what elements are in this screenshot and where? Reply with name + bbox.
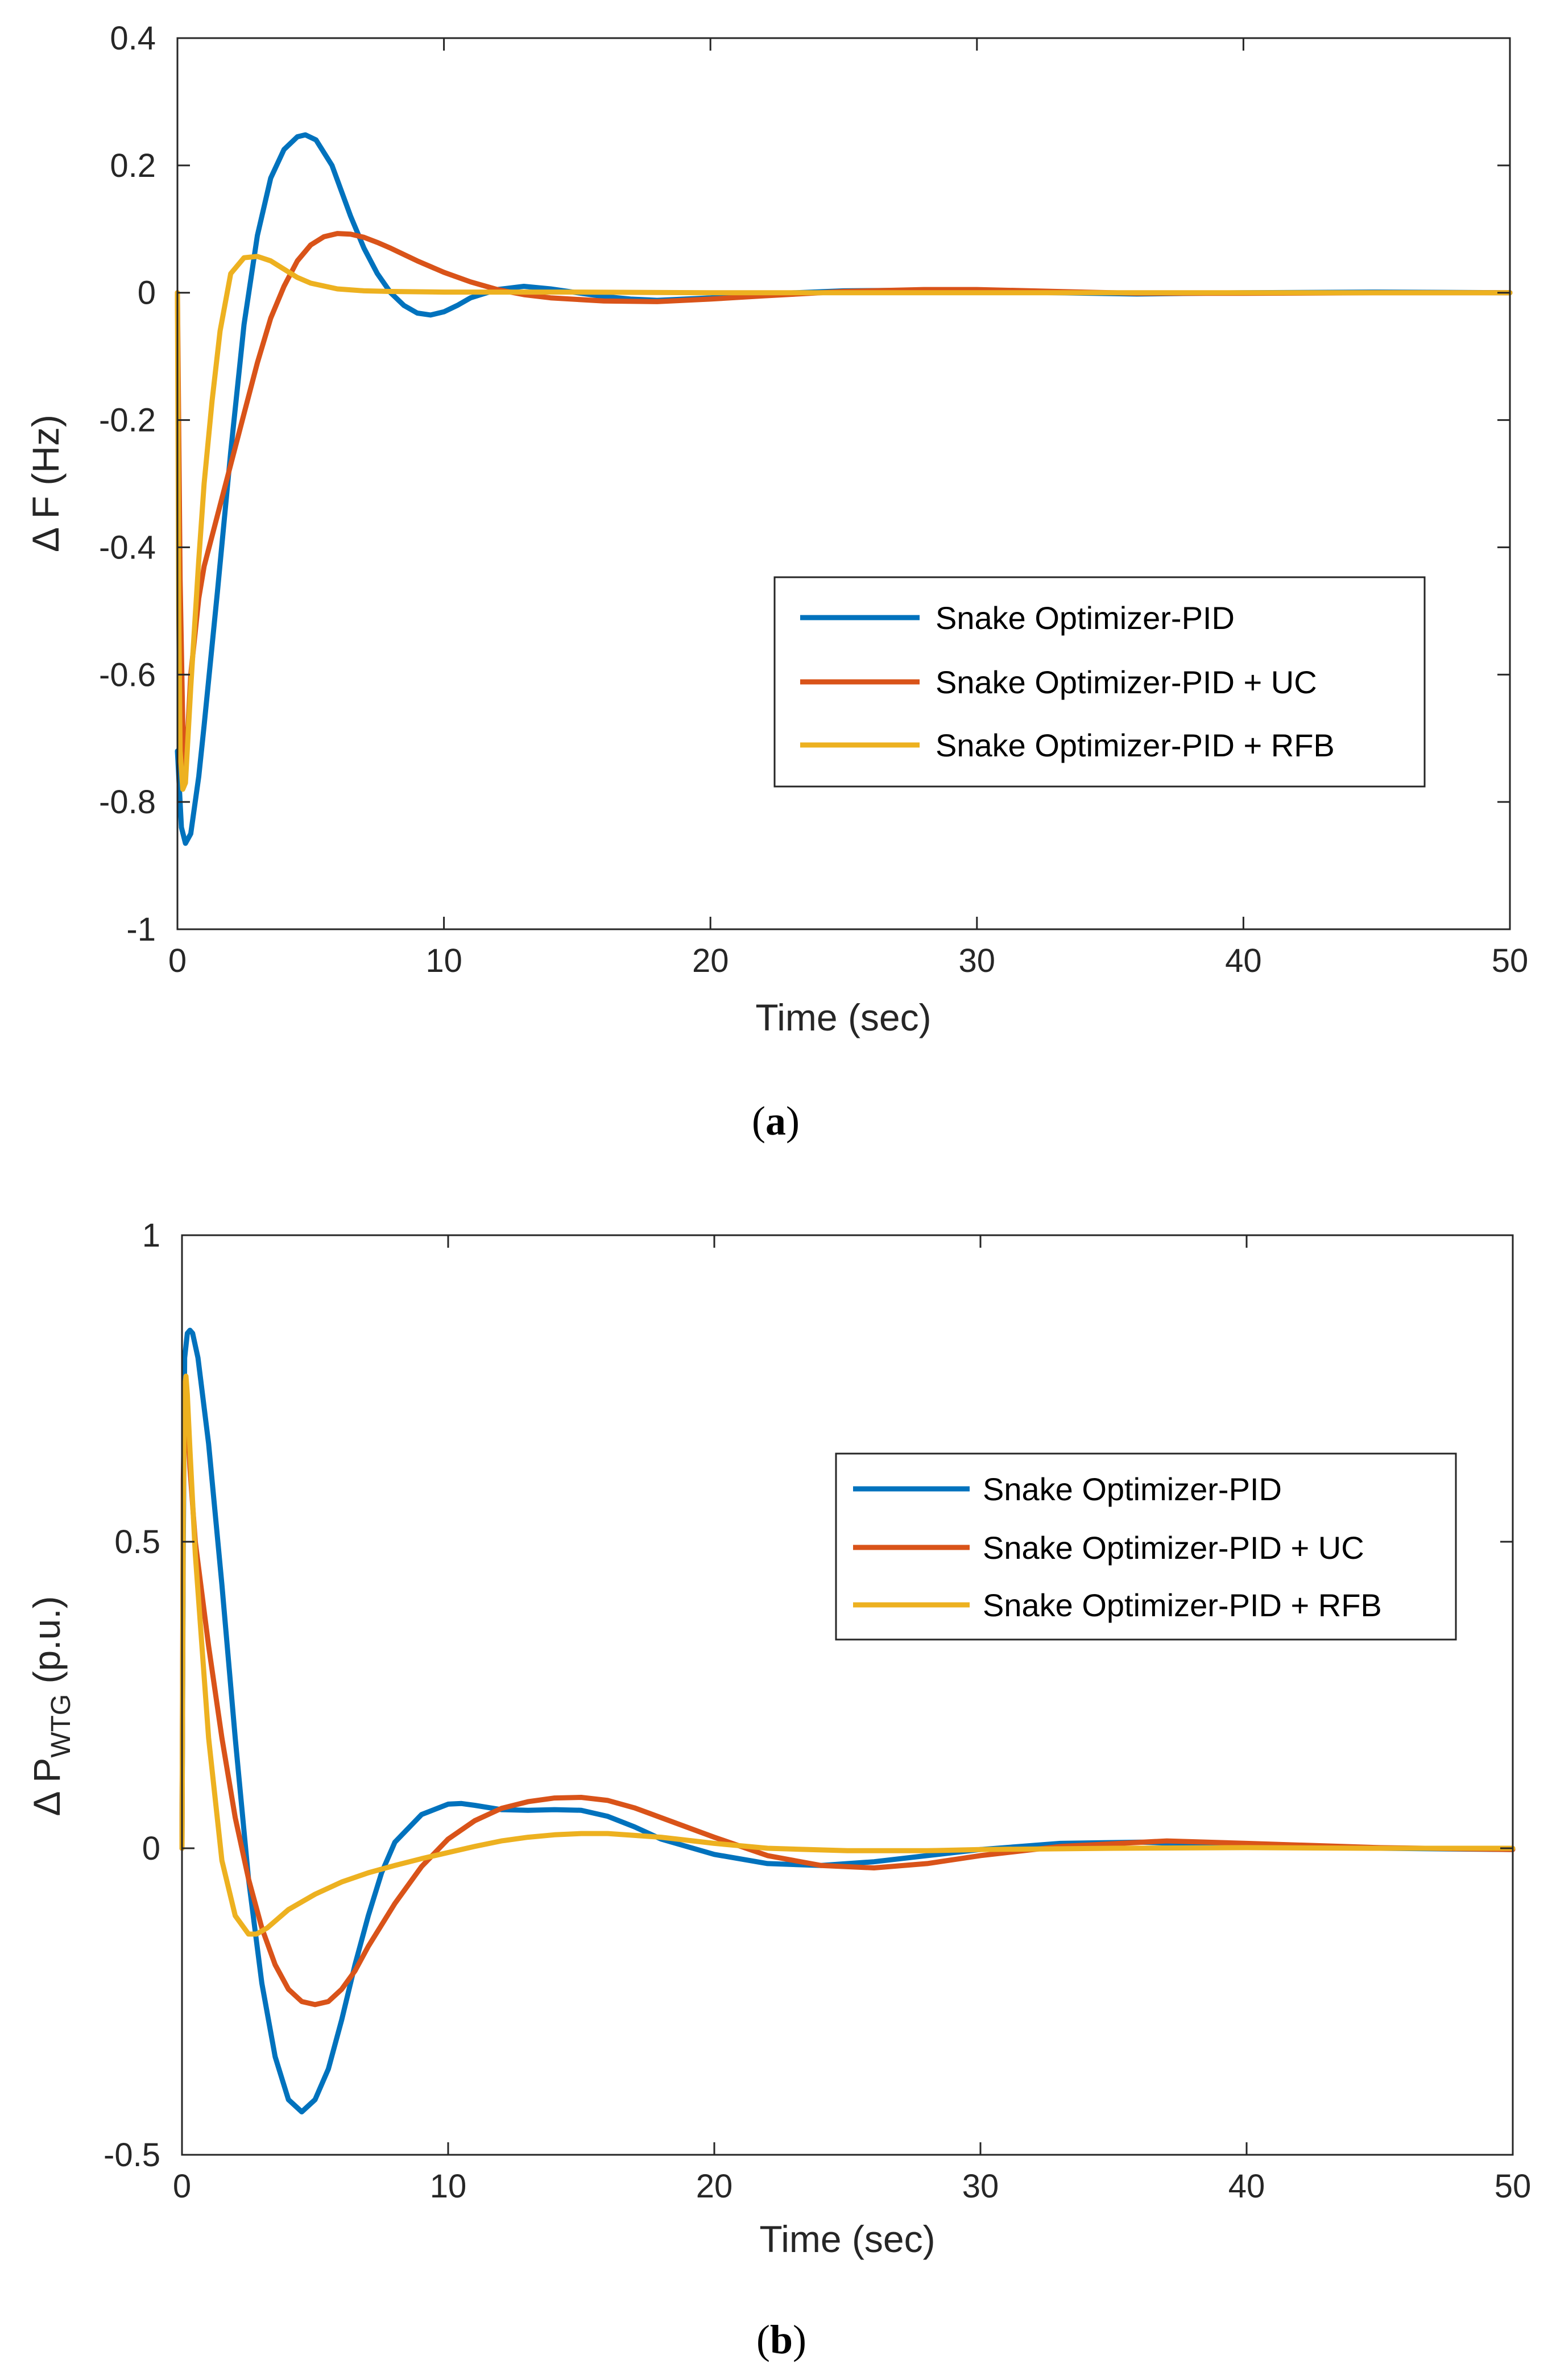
panel-a-xlabel: Time (sec) [755,996,931,1038]
panel-b-caption: (b) [756,2317,806,2362]
panel-a-ytick-label: -0.4 [99,529,156,566]
panel-a-ytick-label: 0 [138,275,156,312]
panel-a-ytick-label: -1 [126,911,156,948]
panel-b: 0 10 20 30 40 50 -0.5 0 0.5 1 Time (sec) Δ PWTG (… [26,1217,1531,2362]
panel-a-legend-label-2: Snake Optimizer-PID + UC [936,664,1317,700]
panel-a-xtick-label: 50 [1492,942,1529,979]
panel-b-series-2-line [179,1392,1516,2008]
panel-b-legend-label-3: Snake Optimizer-PID + RFB [983,1587,1382,1623]
panel-b-ytick-label: 0 [142,1830,160,1867]
panel-b-xlabel: Time (sec) [759,2218,935,2260]
panel-a-xtick-label: 10 [425,942,462,979]
panel-a-legend: Snake Optimizer-PID Snake Optimizer-PID … [773,576,1426,788]
panel-b-xtick-label: 40 [1228,2168,1265,2205]
panel-a-legend-label-3: Snake Optimizer-PID + RFB [936,727,1335,763]
panel-a-xtick-label: 40 [1225,942,1262,979]
panel-a-ytick-label: 0.2 [110,147,156,184]
panel-a-axes-box [176,37,1511,930]
panel-a: 0 10 20 30 40 50 -1 -0.8 -0.6 -0.4 -0.2 0 0.2 0.4 Tim… [24,20,1528,1144]
panel-b-series-1-line [179,1327,1516,2114]
panel-b-ytick-label: 1 [142,1217,160,1254]
panel-b-ticks: 0 10 20 30 40 50 -0.5 0 0.5 1 [104,1217,1531,2205]
panel-a-ticks: 0 10 20 30 40 50 -1 -0.8 -0.6 -0.4 -0.2 0 0.2 0.4 [99,20,1528,979]
panel-a-xtick-label: 20 [692,942,729,979]
panel-b-legend: Snake Optimizer-PID Snake Optimizer-PID … [835,1452,1457,1641]
panel-b-series-3-line [179,1373,1516,1937]
panel-b-xtick-label: 30 [962,2168,999,2205]
panel-a-ytick-label: -0.8 [99,784,156,821]
panel-b-legend-label-2: Snake Optimizer-PID + UC [983,1530,1364,1566]
panel-b-xtick-label: 10 [430,2168,467,2205]
panel-b-xtick-label: 20 [696,2168,733,2205]
panel-b-xtick-label: 0 [173,2168,191,2205]
panel-a-ytick-label: -0.6 [99,656,156,693]
panel-a-caption: (a) [752,1098,800,1144]
panel-b-series-group [179,1327,1516,2114]
panel-b-ytick-label: 0.5 [114,1524,160,1561]
panel-b-ytick-label: -0.5 [104,2137,160,2174]
panel-a-legend-label-1: Snake Optimizer-PID [936,600,1235,636]
panel-a-xtick-label: 0 [168,942,187,979]
panel-a-ytick-label: 0.4 [110,20,156,57]
panel-a-xtick-label: 30 [959,942,996,979]
panel-b-axes-box [181,1234,1514,2156]
panel-b-ylabel: Δ PWTG (p.u.) [26,1596,76,1816]
panel-a-ylabel: Δ F (Hz) [24,415,67,552]
panel-a-series-3-line [175,254,1513,792]
panel-b-legend-label-1: Snake Optimizer-PID [983,1471,1282,1507]
panel-b-xtick-label: 50 [1495,2168,1532,2205]
panel-a-series-group [175,132,1513,846]
panel-a-ytick-label: -0.2 [99,402,156,439]
